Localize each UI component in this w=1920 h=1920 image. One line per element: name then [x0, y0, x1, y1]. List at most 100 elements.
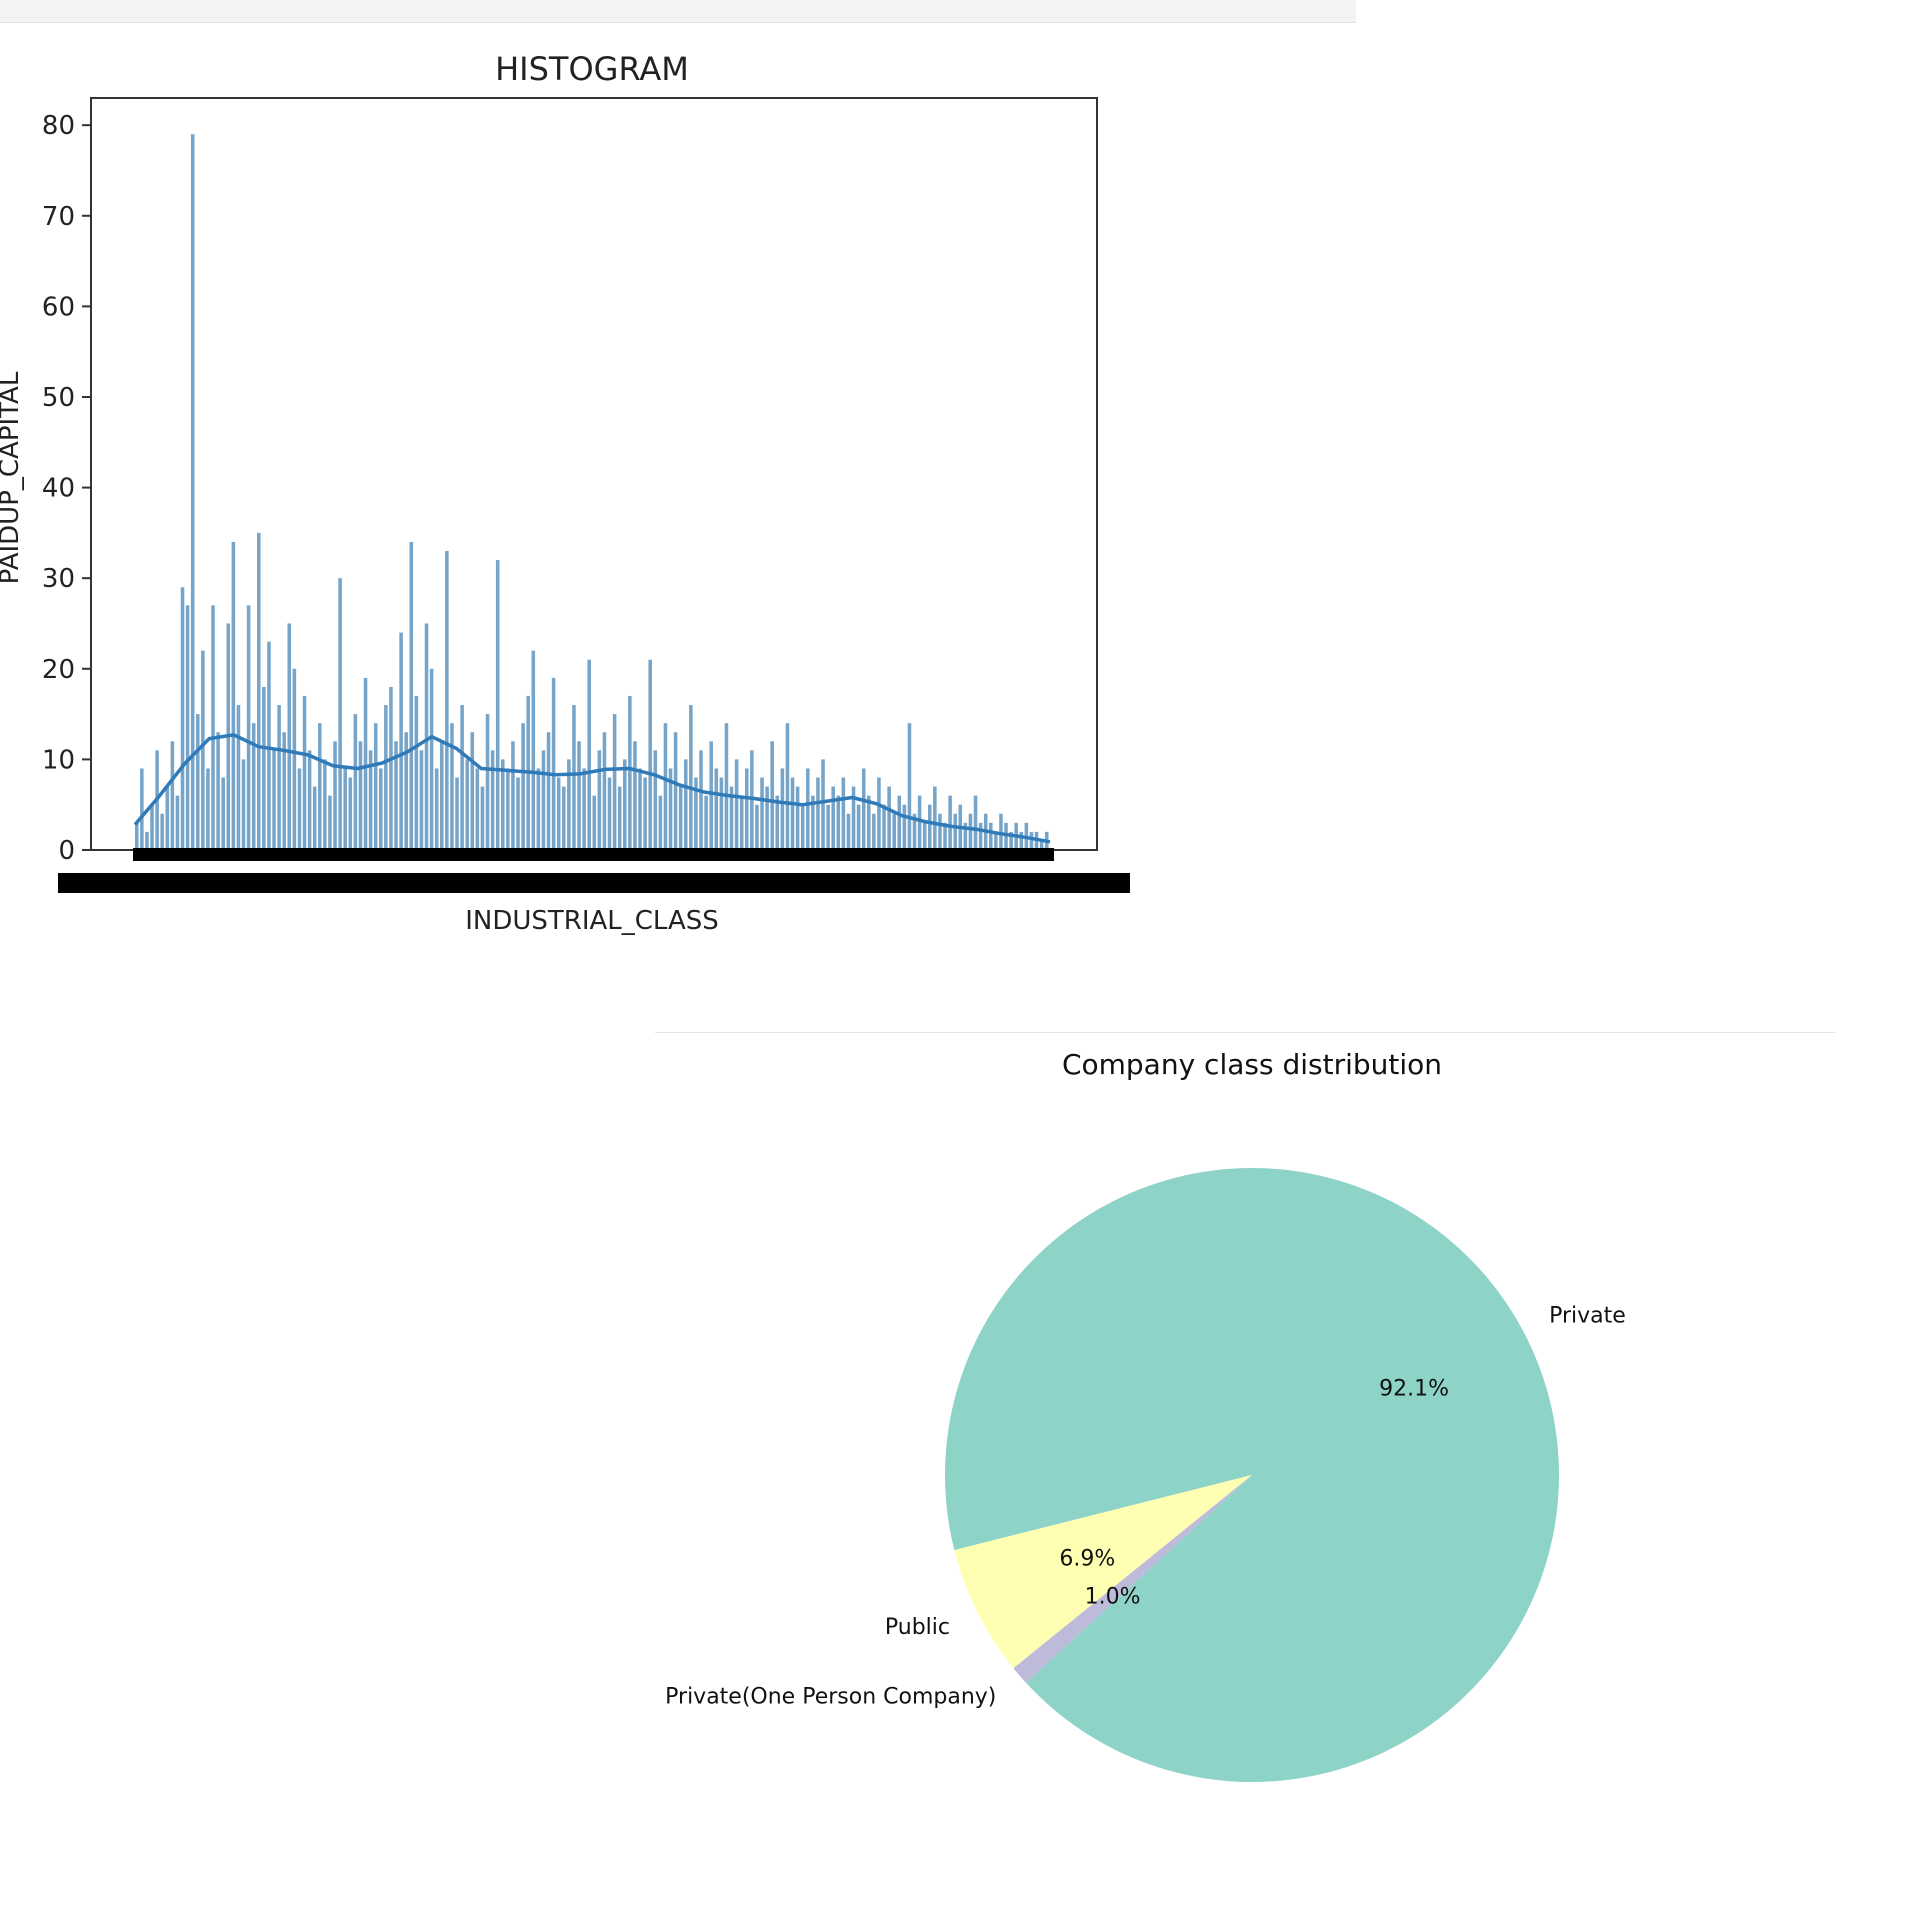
histogram-bar: [363, 677, 368, 850]
histogram-bar: [180, 587, 185, 850]
histogram-bar: [709, 741, 713, 850]
histogram-bar: [521, 723, 525, 850]
histogram-bar: [140, 768, 144, 850]
histogram-bar: [877, 777, 881, 850]
histogram-bar: [282, 732, 286, 850]
histogram-bar: [734, 759, 739, 850]
x-tick-label-band-upper: [133, 848, 1054, 861]
histogram-bar: [297, 768, 302, 850]
histogram-bar: [511, 741, 515, 850]
histogram-bar: [480, 786, 485, 850]
histogram-bar: [785, 723, 790, 850]
histogram-bar: [775, 795, 780, 850]
histogram-bar: [440, 741, 444, 850]
histogram-bar: [922, 822, 927, 850]
histogram-bar: [323, 759, 327, 850]
pie-category-label: Private(One Person Company): [665, 1685, 996, 1710]
histogram-bar: [623, 759, 627, 850]
histogram-bar: [572, 705, 576, 850]
histogram-bar: [989, 822, 993, 850]
histogram-bar: [196, 714, 200, 850]
histogram-bar: [699, 750, 703, 850]
y-tick-label: 80: [42, 111, 75, 141]
histogram-bar: [450, 723, 454, 850]
histogram-bar: [592, 795, 597, 850]
histogram-bar: [912, 813, 917, 850]
histogram-bar: [663, 723, 668, 850]
histogram-bar: [907, 723, 912, 850]
pie-pct-label: 1.0%: [1085, 1584, 1141, 1609]
histogram-bar: [673, 732, 678, 850]
histogram-bar: [999, 813, 1003, 850]
histogram-bar: [267, 641, 271, 850]
histogram-bar: [262, 686, 266, 850]
histogram-bar: [917, 795, 922, 850]
histogram-bar: [424, 623, 429, 850]
y-tick-label: 0: [58, 836, 75, 866]
histogram-bar: [724, 723, 729, 850]
histogram-bar: [806, 768, 810, 850]
histogram-bar: [501, 759, 505, 850]
histogram-bar: [495, 560, 500, 850]
histogram-bar: [470, 732, 475, 850]
histogram-title: HISTOGRAM: [495, 50, 689, 88]
histogram-bar: [800, 804, 805, 850]
histogram-bar: [648, 659, 652, 850]
histogram-bar: [455, 777, 459, 850]
histogram-bar: [633, 741, 637, 850]
histogram-bar: [607, 777, 612, 850]
histogram-bar: [1009, 831, 1013, 850]
histogram-bar: [419, 750, 424, 850]
histogram-bar: [175, 795, 180, 850]
histogram-bar: [938, 813, 942, 850]
histogram-bar: [434, 768, 439, 850]
pie-slices: [945, 1167, 1560, 1782]
histogram-bar: [872, 813, 876, 850]
histogram-bar: [277, 705, 281, 850]
histogram-bar: [689, 705, 693, 850]
histogram-bar: [145, 831, 149, 850]
histogram-bar: [541, 750, 546, 850]
histogram-bar: [567, 759, 571, 850]
histogram-bar: [1004, 822, 1008, 850]
histogram-bar: [353, 714, 358, 850]
histogram-bar: [928, 804, 932, 850]
histogram-bar: [373, 723, 378, 850]
histogram-bar: [348, 777, 353, 850]
histogram-bar: [506, 768, 510, 850]
histogram-bar: [1019, 831, 1024, 850]
y-tick-label: 60: [42, 292, 75, 322]
histogram-bar: [328, 795, 332, 850]
histogram-bar: [368, 750, 373, 850]
histogram-bar: [1029, 831, 1034, 850]
kde-curve: [133, 733, 1051, 844]
histogram-bar: [536, 768, 541, 850]
histogram-bar: [241, 759, 246, 850]
histogram-bar: [968, 813, 973, 850]
histogram-ylabel: PAIDUP_CAPITAL: [0, 371, 25, 584]
histogram-bar: [231, 541, 236, 850]
histogram-bar: [201, 650, 205, 850]
histogram-bars: [135, 134, 1049, 850]
pie-pct-label: 6.9%: [1059, 1546, 1115, 1571]
histogram-bar: [246, 605, 251, 850]
cell-divider: [655, 1032, 1835, 1033]
pie-category-label: Public: [885, 1615, 950, 1640]
histogram-bar: [312, 786, 317, 850]
histogram-bar: [251, 723, 256, 850]
histogram-bar: [887, 786, 891, 850]
histogram-bar: [206, 768, 210, 850]
histogram-bar: [379, 768, 383, 850]
histogram-bar: [338, 578, 342, 850]
histogram-bar: [358, 741, 363, 850]
histogram-bar: [546, 732, 551, 850]
histogram-bar: [994, 831, 998, 850]
y-tick-label: 50: [42, 383, 75, 413]
histogram-bar: [597, 750, 602, 850]
histogram-bar: [190, 134, 195, 850]
histogram-bar: [221, 777, 225, 850]
x-tick-label-band-lower: [58, 873, 1130, 893]
histogram-bar: [602, 732, 607, 850]
histogram-bar: [861, 768, 866, 850]
histogram-bar: [678, 786, 683, 850]
